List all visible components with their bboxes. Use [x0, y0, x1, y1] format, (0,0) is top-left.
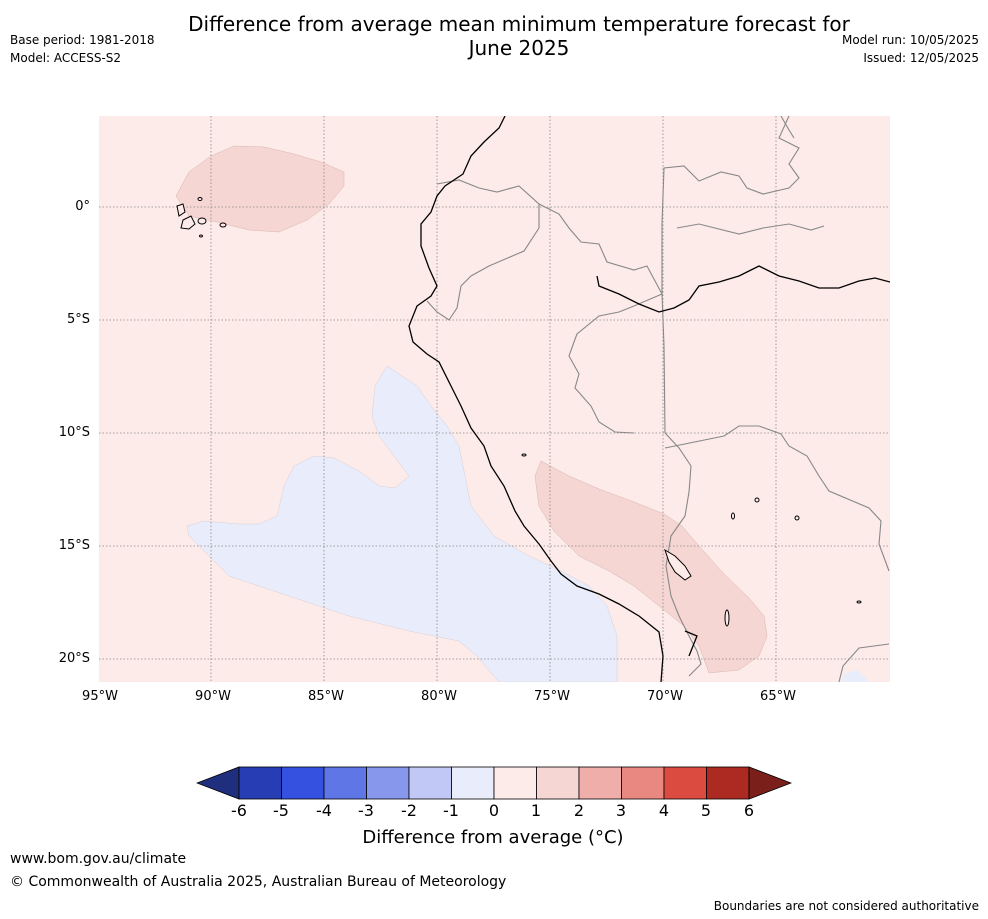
colorbar-swatch [493, 766, 537, 800]
colorbar-tick: 4 [658, 801, 670, 820]
base-period: Base period: 1981-2018 [10, 33, 155, 47]
lon-label-70w: 70°W [647, 689, 683, 704]
meta-left: Base period: 1981-2018 Model: ACCESS-S2 [10, 31, 155, 67]
colorbar-tick: 0 [488, 801, 500, 820]
galapagos-islands [176, 197, 227, 238]
colorbar-tick: -2 [401, 801, 417, 820]
lon-label-80w: 80°W [421, 689, 457, 704]
colorbar-swatch [663, 766, 707, 800]
cool-anomaly-region [186, 365, 618, 682]
colorbar-swatch [408, 766, 452, 800]
lon-label-95w: 95°W [82, 689, 118, 704]
coastline [408, 116, 890, 682]
model-run-date: Model run: 10/05/2025 [841, 33, 979, 47]
forecast-map [99, 116, 890, 682]
colorbar [196, 766, 792, 800]
colorbar-tick: 1 [530, 801, 542, 820]
colorbar-swatch [366, 766, 410, 800]
colorbar-swatch [238, 766, 282, 800]
colorbar-swatch [536, 766, 580, 800]
footer-note: Boundaries are not considered authoritat… [713, 899, 979, 913]
colorbar-unit: °C [594, 827, 617, 848]
colorbar-tick: 2 [573, 801, 585, 820]
lat-label-0: 0° [75, 199, 90, 214]
colorbar-swatch [281, 766, 325, 800]
colorbar-tick: 6 [743, 801, 755, 820]
footer-copyright: © Commonwealth of Australia 2025, Austra… [10, 874, 507, 890]
lon-label-75w: 75°W [534, 689, 570, 704]
colorbar-label: Difference from average (°C) [196, 827, 790, 848]
footer-url[interactable]: www.bom.gov.au/climate [10, 851, 187, 867]
small-lakes [521, 453, 862, 627]
lon-label-85w: 85°W [308, 689, 344, 704]
meta-right: Model run: 10/05/2025 Issued: 12/05/2025 [842, 31, 979, 67]
warm-anomaly-region-altiplano [534, 460, 768, 674]
colorbar-tick: 5 [700, 801, 712, 820]
colorbar-tick: -5 [273, 801, 289, 820]
colorbar-tick: 3 [615, 801, 627, 820]
warm-anomaly-region-galapagos [175, 145, 345, 233]
lat-label-5s: 5°S [66, 312, 90, 327]
model-name: Model: ACCESS-S2 [10, 51, 122, 65]
lake-titicaca [664, 548, 692, 581]
colorbar-tick: -6 [231, 801, 247, 820]
lon-label-65w: 65°W [760, 689, 796, 704]
lat-label-20s: 20°S [58, 651, 90, 666]
colorbar-tick: -3 [358, 801, 374, 820]
colorbar-label-text: Difference from average ( [362, 827, 595, 848]
graticule [99, 116, 890, 682]
colorbar-extend-low [196, 766, 240, 800]
colorbar-tick: -4 [316, 801, 332, 820]
lon-label-90w: 90°W [195, 689, 231, 704]
colorbar-swatch [323, 766, 367, 800]
colorbar-swatch [621, 766, 665, 800]
cool-anomaly-corner [841, 670, 867, 682]
colorbar-tick: -1 [443, 801, 459, 820]
map-title: Difference from average mean minimum tem… [188, 12, 850, 60]
lat-label-10s: 10°S [58, 425, 90, 440]
lat-label-15s: 15°S [58, 538, 90, 553]
issued-date: Issued: 12/05/2025 [863, 51, 979, 65]
colorbar-swatch [451, 766, 495, 800]
colorbar-extend-high [748, 766, 792, 800]
colorbar-swatch [706, 766, 750, 800]
colorbar-label-close: ) [616, 827, 624, 848]
colorbar-swatch [578, 766, 622, 800]
